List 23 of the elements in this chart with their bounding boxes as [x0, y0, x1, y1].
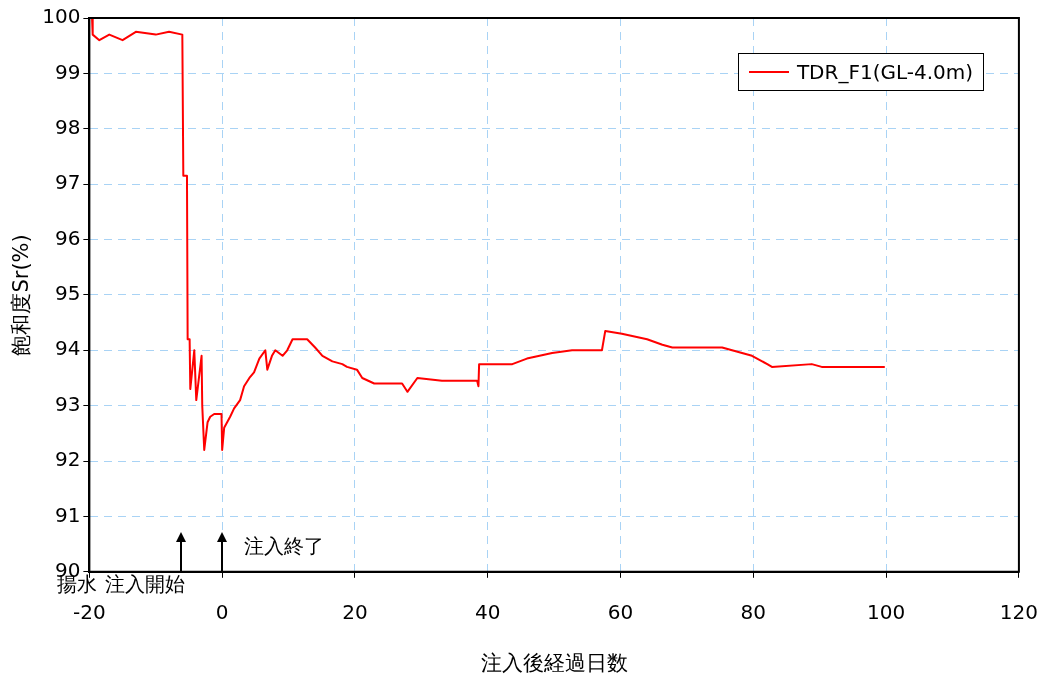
y-tick-label: 95	[54, 281, 81, 306]
y-tick-label: 93	[54, 391, 81, 416]
x-tick-label: 0	[215, 600, 229, 624]
x-tick-label: 80	[740, 600, 767, 624]
y-tick-label: 98	[54, 114, 81, 139]
text: 注入開始	[104, 571, 185, 596]
y-tick-label: 94	[54, 336, 81, 361]
annotation: 注入終了	[244, 533, 325, 558]
y-axis-title: 飽和度Sr(%)	[9, 234, 34, 356]
y-tick-label: 96	[54, 225, 81, 250]
x-tick-label: 40	[475, 600, 501, 624]
y-tick-label: 97	[54, 170, 81, 195]
y-tick-label: 92	[54, 447, 81, 472]
x-tick-label: 20	[342, 600, 368, 624]
x-tick-label: 60	[607, 600, 634, 624]
x-tick-label: 100	[867, 600, 906, 624]
x-tick-label: 120	[999, 600, 1039, 624]
y-tick-label: 100	[42, 4, 81, 29]
legend-label: TDR_F1(GL-4.0m)	[796, 60, 974, 84]
x-tick-label: -20	[73, 600, 106, 624]
y-tick-label: 99	[54, 59, 81, 84]
x-axis-title: 注入後経過日数	[480, 650, 628, 675]
y-tick-label: 91	[54, 502, 81, 527]
